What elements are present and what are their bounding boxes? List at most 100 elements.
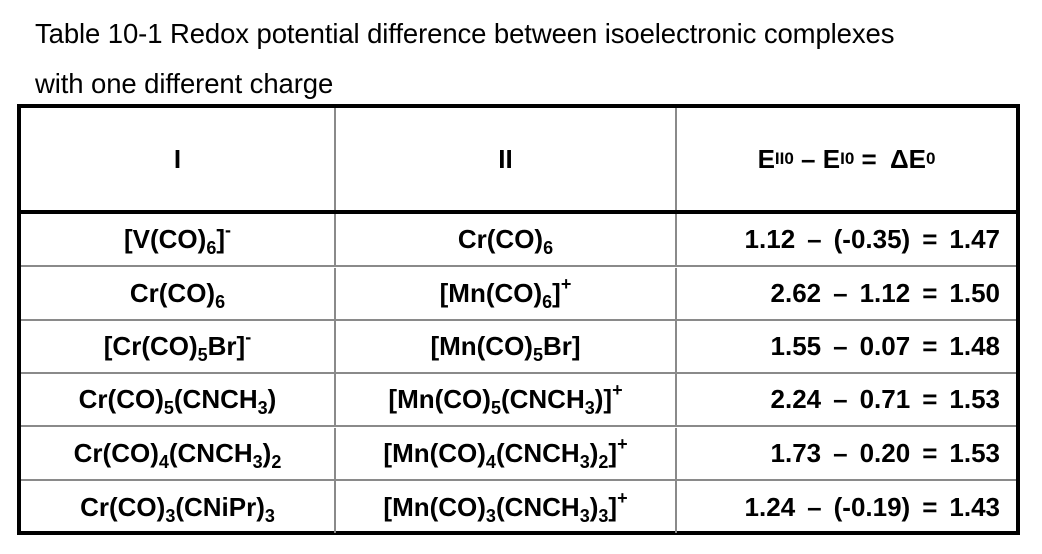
minus-sign: – (833, 331, 848, 361)
equals-sign: = (922, 384, 938, 414)
delta-e-value: 1.53 (949, 438, 1000, 468)
formula-superscript: + (612, 380, 623, 400)
e-ii-value: 1.24 (744, 491, 796, 522)
formula-text: ] (552, 278, 561, 308)
formula-subscript: 3 (264, 505, 275, 526)
cell-potential-difference: 1.55–0.07 = 1.48 (677, 321, 1016, 372)
cell-complex-i: Cr(CO)4(CNCH3)2 (21, 428, 336, 479)
formula-text: [Mn(CO) (388, 384, 491, 414)
formula-subscript: 4 (485, 452, 496, 472)
formula-superscript: + (560, 274, 572, 294)
table-row: Cr(CO)3(CNiPr)3 [Mn(CO)3(CNCH3)3]+ 1.24– (-… (21, 481, 1016, 533)
formula-subscript: 4 (158, 452, 169, 472)
formula-superscript: + (617, 487, 628, 508)
formula-text: (CNCH (495, 491, 580, 522)
formula-text: Cr(CO) (129, 278, 216, 308)
cell-complex-i: Cr(CO)6 (21, 268, 336, 319)
complex-ii-formula: [Mn(CO)3(CNCH3)3]+ (383, 489, 627, 526)
cell-complex-ii: [Mn(CO)4(CNCH3)2]+ (336, 428, 677, 479)
formula-text: ) (262, 438, 272, 468)
e-ii-value: 1.12 (744, 224, 796, 254)
complex-i-formula: Cr(CO)6 (129, 278, 226, 312)
cell-potential-difference: 1.24– (-0.19) = 1.43 (677, 481, 1016, 533)
delta-e-value: 1.50 (949, 278, 1000, 308)
e-ii-value: 2.62 (770, 278, 822, 308)
cell-potential-difference: 2.62–1.12 = 1.50 (677, 268, 1016, 319)
formula-subscript: 6 (215, 292, 226, 312)
formula-subscript: 3 (584, 398, 595, 418)
e-i-value: (-0.19) (833, 491, 911, 522)
formula-subscript: 2 (598, 452, 609, 472)
table-row: [V(CO)6]- Cr(CO)6 1.12– (-0.35) = 1.47 (21, 214, 1016, 267)
formula-text: ) (589, 438, 599, 468)
formula-text: ] (608, 491, 618, 522)
formula-text: (CNCH (500, 384, 585, 414)
complex-i-formula: Cr(CO)5(CNCH3) (78, 384, 277, 417)
formula-text: Cr(CO) (80, 491, 166, 522)
e-i-value: (-0.35) (833, 224, 911, 254)
table-row: Cr(CO)6 [Mn(CO)6]+ 2.62–1.12 = 1.50 (21, 268, 1016, 321)
delta-e-value: 1.53 (949, 384, 1000, 414)
cell-potential-difference: 1.12– (-0.35) = 1.47 (677, 214, 1016, 265)
formula-subscript: 6 (543, 238, 554, 258)
header-e-2: E (822, 143, 841, 174)
minus-sign: – (807, 491, 822, 522)
formula-text: (CNCH (168, 438, 253, 468)
cell-complex-ii: Cr(CO)6 (336, 214, 677, 265)
formula-text: [Cr(CO) (103, 331, 198, 361)
formula-superscript: - (225, 220, 231, 240)
formula-text: Cr(CO) (78, 384, 164, 414)
formula-text: [Mn(CO) (430, 331, 533, 361)
formula-text: ] (216, 224, 225, 254)
header-delta-e: ΔE (889, 143, 926, 174)
caption-line-2: with one different charge (35, 68, 334, 99)
header-e: E (757, 143, 775, 174)
formula-text: ] (608, 438, 618, 468)
e-i-value: 0.71 (859, 384, 911, 414)
e-ii-value: 2.24 (770, 384, 822, 414)
minus-sign: – (833, 384, 848, 414)
equals-sign: = (922, 278, 938, 308)
complex-i-formula: Cr(CO)3(CNiPr)3 (80, 491, 275, 526)
equals-sign: = (922, 438, 938, 468)
complex-i-formula: Cr(CO)4(CNCH3)2 (73, 438, 282, 472)
e-i-value: 0.20 (859, 438, 911, 468)
formula-subscript: 5 (532, 345, 543, 365)
e-i-value: 1.12 (859, 278, 911, 308)
header-equals: = (854, 143, 884, 174)
complex-ii-formula: Cr(CO)6 (458, 224, 554, 258)
e-ii-value: 1.55 (770, 331, 822, 361)
header-col-ii: II (336, 108, 677, 210)
equals-sign: = (922, 491, 938, 522)
complex-ii-formula: [Mn(CO)4(CNCH3)2]+ (383, 435, 627, 472)
formula-text: (CNCH (173, 384, 258, 414)
minus-sign: – (833, 438, 848, 468)
formula-text: [Mn(CO) (383, 491, 486, 522)
formula-text: ) (589, 491, 599, 522)
complex-i-formula: [Cr(CO)5Br]- (103, 328, 251, 364)
formula-subscript: 3 (485, 505, 496, 526)
cell-potential-difference: 2.24–0.71 = 1.53 (677, 374, 1016, 425)
equals-sign: = (922, 331, 938, 361)
formula-subscript: 6 (542, 292, 553, 312)
cell-complex-ii: [Mn(CO)3(CNCH3)3]+ (336, 481, 677, 533)
cell-complex-ii: [Mn(CO)5(CNCH3)]+ (336, 374, 677, 425)
formula-subscript: 3 (598, 505, 609, 526)
cell-complex-i: Cr(CO)5(CNCH3) (21, 374, 336, 425)
formula-text: Cr(CO) (73, 438, 159, 468)
delta-e-value: 1.48 (949, 331, 1000, 361)
table-row: Cr(CO)4(CNCH3)2 [Mn(CO)4(CNCH3)2]+ 1.73–0.… (21, 428, 1016, 481)
formula-subscript: 3 (579, 505, 590, 526)
delta-e-value: 1.47 (949, 224, 1000, 254)
complex-ii-formula: [Mn(CO)5Br] (430, 331, 580, 365)
formula-text: Br] (207, 331, 246, 361)
formula-text: )] (594, 384, 613, 414)
e-i-value: 0.07 (859, 331, 911, 361)
formula-subscript: 5 (490, 398, 501, 418)
formula-subscript: 2 (271, 452, 282, 472)
formula-text: (CNCH (495, 438, 580, 468)
cell-potential-difference: 1.73–0.20 = 1.53 (677, 428, 1016, 479)
formula-superscript: + (617, 434, 628, 454)
header-col-i: I (21, 108, 336, 210)
